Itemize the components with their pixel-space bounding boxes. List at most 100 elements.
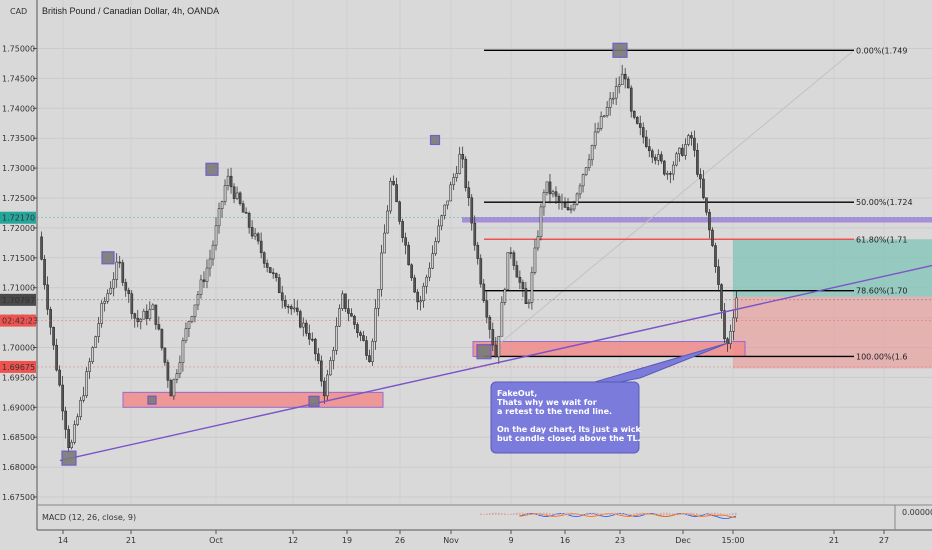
- candle-body: [362, 335, 365, 341]
- macd-histogram-bar: [717, 512, 719, 515]
- candle-body: [311, 338, 314, 341]
- candle-body: [202, 279, 206, 282]
- candle-body: [365, 340, 368, 356]
- fib-level-label: 78.60%(1.70: [856, 287, 907, 296]
- y-tick-label: 1.67500: [2, 493, 35, 502]
- macd-histogram-bar: [597, 512, 599, 515]
- candle-body: [611, 97, 615, 100]
- annotation-callout[interactable]: FakeOut, Thats why we wait for a retest …: [490, 342, 729, 454]
- candle-body: [500, 302, 504, 337]
- macd-pane: [480, 512, 737, 519]
- x-tick-label: 16: [560, 536, 570, 545]
- candle-body: [404, 237, 407, 246]
- candle-body: [440, 215, 444, 227]
- price-badge: [0, 314, 36, 327]
- candle-body: [732, 317, 735, 332]
- candle-body: [347, 308, 350, 314]
- x-axis: 14 21 Oct 12 19 26 Nov 9 16 23 Dec 15:00 21 27: [58, 530, 889, 545]
- candle-body: [308, 333, 311, 340]
- x-tick-label: 26: [395, 536, 405, 545]
- fib-level-label: 61.80%(1.71: [856, 235, 907, 244]
- candle-body: [545, 181, 549, 193]
- candle-body: [160, 328, 164, 349]
- candle-body: [548, 181, 552, 195]
- candle-body: [413, 277, 416, 293]
- macd-histogram-bar: [735, 512, 737, 515]
- x-tick-label: Dec: [675, 536, 690, 545]
- candle-body: [687, 135, 690, 145]
- trendlines-layer[interactable]: [59, 264, 932, 462]
- macd-histogram-bar: [639, 512, 641, 515]
- macd-histogram-bar: [594, 512, 596, 515]
- candle-body: [392, 180, 395, 185]
- candle-body: [94, 336, 98, 348]
- candle-body: [178, 362, 182, 374]
- candle-body: [575, 193, 579, 205]
- macd-histogram-bar: [627, 513, 629, 515]
- fib-retracement[interactable]: 0.00%(1.749 50.00%(1.724 61.80%(1.71 78.60%…: [483, 46, 913, 361]
- macd-histogram-bar: [657, 513, 659, 515]
- macd-histogram-bar: [549, 512, 551, 515]
- macd-histogram-bar: [618, 512, 620, 515]
- y-tick-label: 1.69500: [2, 373, 35, 382]
- candle-body: [717, 266, 720, 285]
- macd-histogram-bar: [723, 513, 725, 515]
- support-zone-left: [122, 391, 384, 408]
- macd-histogram-bar: [558, 513, 560, 515]
- macd-histogram-bar: [705, 513, 707, 515]
- swing-point-marker: [101, 251, 115, 265]
- candle-body: [608, 98, 612, 108]
- macd-scale-label: 0.00000: [902, 508, 932, 517]
- candle-body: [684, 144, 687, 156]
- candle-body: [40, 236, 43, 260]
- candle-body: [280, 292, 284, 301]
- price-badge: [0, 211, 36, 224]
- macd-histogram-bar: [540, 512, 542, 515]
- candle-body: [644, 136, 648, 147]
- candle-body: [512, 252, 516, 266]
- signal-line: [519, 513, 737, 519]
- candle-body: [190, 316, 194, 322]
- candle-body: [302, 322, 305, 328]
- candle-body: [675, 153, 678, 166]
- macd-histogram-bar: [642, 512, 644, 515]
- macd-histogram-bar: [582, 513, 584, 515]
- candle-body: [416, 291, 419, 303]
- candle-body: [172, 379, 176, 397]
- macd-histogram-bar: [525, 512, 527, 515]
- candle-body: [70, 442, 73, 449]
- macd-histogram-bar: [729, 513, 731, 515]
- macd-histogram-bar: [732, 512, 734, 515]
- macd-histogram-bar: [528, 513, 530, 515]
- candle-body: [626, 78, 630, 89]
- candle-body: [220, 201, 224, 209]
- candle-body: [187, 321, 191, 329]
- candle-body: [605, 107, 609, 117]
- support-zone-right: [472, 341, 746, 357]
- candle-body: [566, 207, 570, 211]
- candle-body: [654, 156, 657, 161]
- macd-histogram-bar: [672, 513, 674, 515]
- candle-body: [461, 153, 465, 160]
- candle-body: [705, 197, 708, 213]
- macd-histogram-bar: [690, 512, 692, 515]
- ascending-trendline[interactable]: [59, 264, 932, 462]
- macd-histogram-bar: [714, 512, 716, 515]
- candle-body: [118, 261, 122, 264]
- price-badge-label: 1.72170: [2, 214, 35, 223]
- candle-body: [79, 399, 82, 418]
- swing-point-marker: [205, 162, 219, 176]
- candle-body: [142, 310, 146, 320]
- candle-body: [265, 263, 269, 268]
- candle-body: [76, 416, 79, 425]
- candle-body: [434, 241, 437, 254]
- macd-histogram-bar: [636, 512, 638, 515]
- candle-body: [476, 244, 480, 259]
- candle-body: [711, 229, 714, 246]
- candle-body: [109, 287, 113, 294]
- chart-title: British Pound / Canadian Dollar, 4h, OAN…: [42, 6, 219, 16]
- swing-point-marker: [476, 344, 492, 360]
- candle-body: [530, 272, 534, 303]
- candle-body: [205, 267, 209, 282]
